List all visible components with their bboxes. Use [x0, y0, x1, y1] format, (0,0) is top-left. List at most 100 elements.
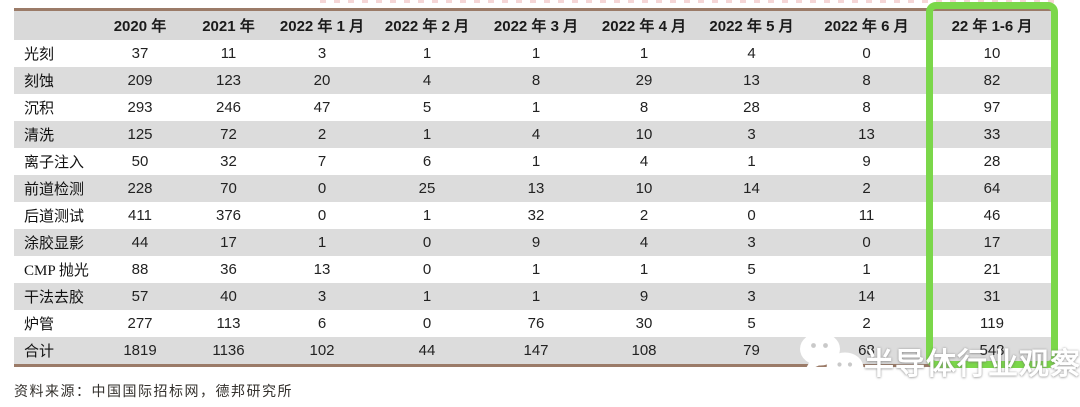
table-row: 前道检测 228 70 0 25 13 10 14 2 64	[14, 175, 1056, 202]
cell-value: 79	[743, 342, 760, 359]
row-label: 光刻	[24, 47, 55, 63]
cell-value: 0	[422, 315, 432, 332]
cell-value: 6	[317, 315, 327, 332]
cell-value: 293	[127, 99, 153, 116]
cell-value: 1	[422, 45, 432, 62]
table-row: 后道测试 411 376 0 1 32 2 0 11 46	[14, 202, 1056, 229]
cell-value: 44	[418, 342, 436, 359]
row-label: 炉管	[24, 317, 55, 333]
row-label: 后道测试	[24, 209, 85, 225]
bidding-data-table: 2020 年 2021 年 2022 年 1 月 2022 年 2 月 2022 年 3…	[14, 8, 1056, 367]
cell-value: 37	[131, 45, 149, 62]
cell-value: 1	[531, 45, 541, 62]
column-header: 2020 年	[95, 9, 185, 40]
table-row: 清洗 125 72 2 1 4 10 3 13 33	[14, 121, 1056, 148]
cell-value: 32	[220, 153, 237, 170]
cell-value: 4	[531, 126, 541, 143]
column-header-empty	[14, 9, 95, 40]
cell-value: 31	[983, 288, 1001, 305]
cell-value: 17	[220, 234, 237, 251]
table-row: 炉管 277 113 6 0 76 30 5 2 119	[14, 310, 1056, 337]
table-row: 沉积 293 246 47 5 1 8 28 8 97	[14, 94, 1056, 121]
table-row: CMP 抛光 88 36 13 0 1 1 5 1 21	[14, 256, 1056, 283]
cell-value: 246	[215, 99, 242, 116]
cell-value: 3	[317, 45, 327, 62]
cell-value: 3	[747, 288, 756, 305]
cell-value: 13	[527, 180, 545, 197]
cell-value: 82	[983, 72, 1001, 89]
cell-value: 29	[635, 72, 653, 89]
cell-value: 21	[983, 261, 1001, 278]
table-row: 光刻 37 11 3 1 1 1 4 0 10	[14, 40, 1056, 67]
row-label: 离子注入	[24, 155, 85, 171]
cell-value: 1	[422, 207, 432, 224]
table-header-row: 2020 年 2021 年 2022 年 1 月 2022 年 2 月 2022 年 3…	[14, 9, 1056, 40]
cell-value: 9	[639, 288, 649, 305]
cell-value: 33	[983, 126, 1001, 143]
cropped-text-residue	[320, 0, 1060, 3]
cell-value: 3	[747, 234, 756, 251]
cell-value: 411	[128, 207, 152, 224]
cell-value: 9	[531, 234, 541, 251]
row-label: 前道检测	[24, 182, 85, 198]
cell-value: 1	[531, 153, 541, 170]
cell-value: 1	[422, 126, 432, 143]
row-label: CMP 抛光	[24, 263, 89, 279]
cell-value: 47	[313, 99, 331, 116]
column-header: 2022 年 4 月	[590, 9, 698, 40]
cell-value: 10	[635, 180, 653, 197]
cell-value: 25	[418, 180, 436, 197]
cell-value: 44	[131, 234, 149, 251]
cell-value: 1	[422, 288, 432, 305]
cell-value: 0	[422, 234, 432, 251]
row-label: 涂胶显影	[24, 236, 85, 252]
cell-value: 8	[639, 99, 649, 116]
cell-value: 1	[317, 234, 327, 251]
cell-value: 8	[862, 72, 871, 89]
cell-value: 11	[858, 207, 875, 224]
column-header: 2022 年 3 月	[482, 9, 590, 40]
cell-value: 125	[127, 126, 153, 143]
cell-value: 72	[220, 126, 237, 143]
cell-value: 1	[862, 261, 871, 278]
row-label: 沉积	[24, 101, 55, 117]
cell-value: 36	[220, 261, 237, 278]
row-label: 刻蚀	[24, 74, 55, 90]
cell-value: 76	[527, 315, 545, 332]
cell-value: 20	[313, 72, 331, 89]
cell-value: 1819	[123, 342, 157, 359]
cell-value: 46	[983, 207, 1001, 224]
cell-value: 11	[220, 45, 237, 62]
column-header: 2022 年 6 月	[805, 9, 928, 40]
table-row: 干法去胶 57 40 3 1 1 9 3 14 31	[14, 283, 1056, 310]
cell-value: 13	[313, 261, 331, 278]
cell-value: 0	[862, 234, 871, 251]
column-header: 22 年 1-6 月	[928, 9, 1056, 40]
cell-value: 7	[317, 153, 327, 170]
cell-value: 57	[131, 288, 149, 305]
cell-value: 1	[531, 261, 541, 278]
cell-value: 209	[127, 72, 153, 89]
cell-value: 113	[216, 315, 241, 332]
table-row: 合计 1819 1136 102 44 147 108 79 68 548	[14, 337, 1056, 366]
cell-value: 5	[422, 99, 432, 116]
cell-value: 4	[639, 153, 649, 170]
cell-value: 6	[422, 153, 432, 170]
cell-value: 88	[131, 261, 149, 278]
cell-value: 0	[422, 261, 432, 278]
cell-value: 0	[317, 180, 327, 197]
cell-value: 8	[531, 72, 541, 89]
cell-value: 1	[639, 261, 649, 278]
cell-value: 376	[215, 207, 242, 224]
cell-value: 28	[743, 99, 760, 116]
cell-value: 0	[862, 45, 871, 62]
column-header: 2022 年 2 月	[372, 9, 482, 40]
cell-value: 0	[317, 207, 327, 224]
cell-value: 228	[127, 180, 153, 197]
cell-value: 2	[862, 315, 871, 332]
cell-value: 102	[309, 342, 335, 359]
cell-value: 277	[127, 315, 153, 332]
cell-value: 14	[743, 180, 760, 197]
cell-value: 5	[747, 315, 756, 332]
cell-value: 3	[747, 126, 756, 143]
